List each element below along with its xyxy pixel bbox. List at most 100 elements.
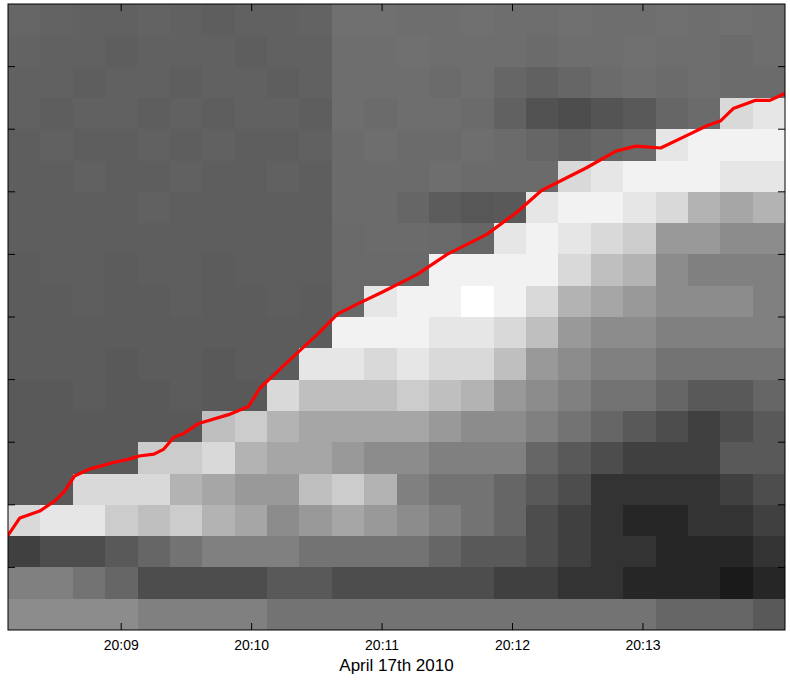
y-tick	[8, 317, 15, 318]
x-axis-title: April 17th 2010	[339, 656, 453, 675]
heatmap-cell	[494, 380, 527, 412]
heatmap-cell	[105, 98, 138, 130]
x-tick-label: 20:11	[365, 637, 399, 653]
heatmap-cell	[364, 35, 397, 67]
heatmap-cell	[461, 129, 494, 161]
heatmap-cell	[138, 286, 171, 318]
heatmap-cell	[461, 567, 494, 599]
heatmap-cell	[73, 317, 106, 349]
heatmap-cell	[429, 442, 462, 474]
heatmap-cell	[688, 567, 721, 599]
heatmap-cell	[202, 4, 235, 36]
heatmap-cell	[720, 536, 753, 568]
heatmap-cell	[299, 4, 332, 36]
heatmap-cell	[429, 317, 462, 349]
heatmap-cell	[8, 380, 41, 412]
heatmap-cell	[623, 567, 656, 599]
heatmap-cell	[397, 192, 430, 224]
heatmap-cell	[720, 599, 753, 630]
heatmap-cell	[623, 4, 656, 36]
heatmap-cell	[623, 254, 656, 286]
heatmap-cell	[591, 474, 624, 506]
heatmap-cell	[720, 442, 753, 474]
heatmap-cell	[332, 35, 365, 67]
y-tick-right	[778, 129, 785, 130]
heatmap-cell	[202, 223, 235, 255]
heatmap-cell	[235, 599, 268, 630]
heatmap-cell	[364, 161, 397, 193]
heatmap-cell	[526, 254, 559, 286]
heatmap-cell	[526, 536, 559, 568]
heatmap-cell	[656, 254, 689, 286]
heatmap-cell	[332, 599, 365, 630]
heatmap-cell	[105, 536, 138, 568]
y-tick	[8, 66, 15, 67]
heatmap-cell	[526, 317, 559, 349]
heatmap-cell	[364, 380, 397, 412]
heatmap-cell	[235, 505, 268, 537]
heatmap-cell	[8, 161, 41, 193]
heatmap-cell	[494, 98, 527, 130]
heatmap-cell	[332, 98, 365, 130]
heatmap-cell	[397, 380, 430, 412]
heatmap-cell	[364, 348, 397, 380]
heatmap-cell	[558, 161, 591, 193]
heatmap-cell	[558, 411, 591, 443]
heatmap-cell	[591, 4, 624, 36]
heatmap-cell	[753, 254, 785, 286]
heatmap-cell	[720, 317, 753, 349]
heatmap-cell	[267, 286, 300, 318]
x-tick-label: 20:12	[495, 637, 530, 653]
heatmap-cell	[656, 380, 689, 412]
heatmap-cell	[364, 505, 397, 537]
heatmap-cell	[591, 317, 624, 349]
heatmap-cell	[558, 536, 591, 568]
heatmap-cell	[202, 380, 235, 412]
heatmap-cell	[623, 192, 656, 224]
heatmap-cell	[138, 67, 171, 99]
heatmap-cell	[623, 35, 656, 67]
heatmap-cell	[688, 411, 721, 443]
heatmap-cell	[688, 161, 721, 193]
heatmap-cell	[202, 192, 235, 224]
heatmap-cell	[753, 348, 785, 380]
heatmap-cell	[591, 192, 624, 224]
heatmap-cell	[526, 348, 559, 380]
heatmap-cell	[364, 223, 397, 255]
y-tick	[8, 254, 15, 255]
heatmap-cell	[299, 161, 332, 193]
heatmap-cell	[138, 380, 171, 412]
heatmap-cell	[526, 192, 559, 224]
heatmap-cell	[170, 286, 203, 318]
heatmap-cell	[202, 599, 235, 630]
heatmap-cell	[591, 567, 624, 599]
heatmap-cell	[623, 599, 656, 630]
heatmap-cell	[429, 567, 462, 599]
heatmap-cell	[332, 192, 365, 224]
heatmap-cell	[105, 505, 138, 537]
heatmap-cell	[332, 161, 365, 193]
heatmap-cell	[170, 67, 203, 99]
heatmap-cell	[332, 67, 365, 99]
heatmap-cell	[267, 474, 300, 506]
heatmap-cell	[720, 192, 753, 224]
heatmap-cell	[202, 317, 235, 349]
heatmap-cell	[138, 411, 171, 443]
heatmap-cell	[73, 286, 106, 318]
x-tick-label: 20:10	[234, 637, 269, 653]
heatmap-cell	[8, 599, 41, 630]
heatmap-cell	[73, 4, 106, 36]
heatmap-cell	[753, 474, 785, 506]
y-tick-right	[778, 66, 785, 67]
heatmap-cell	[202, 98, 235, 130]
heatmap-cell	[461, 161, 494, 193]
heatmap-cell	[397, 505, 430, 537]
heatmap-cell	[656, 286, 689, 318]
heatmap-cell	[138, 567, 171, 599]
heatmap-cell	[105, 161, 138, 193]
heatmap-cell	[332, 536, 365, 568]
heatmap-cell	[461, 380, 494, 412]
heatmap-cell	[397, 567, 430, 599]
heatmap-cell	[688, 317, 721, 349]
heatmap-cell	[235, 161, 268, 193]
